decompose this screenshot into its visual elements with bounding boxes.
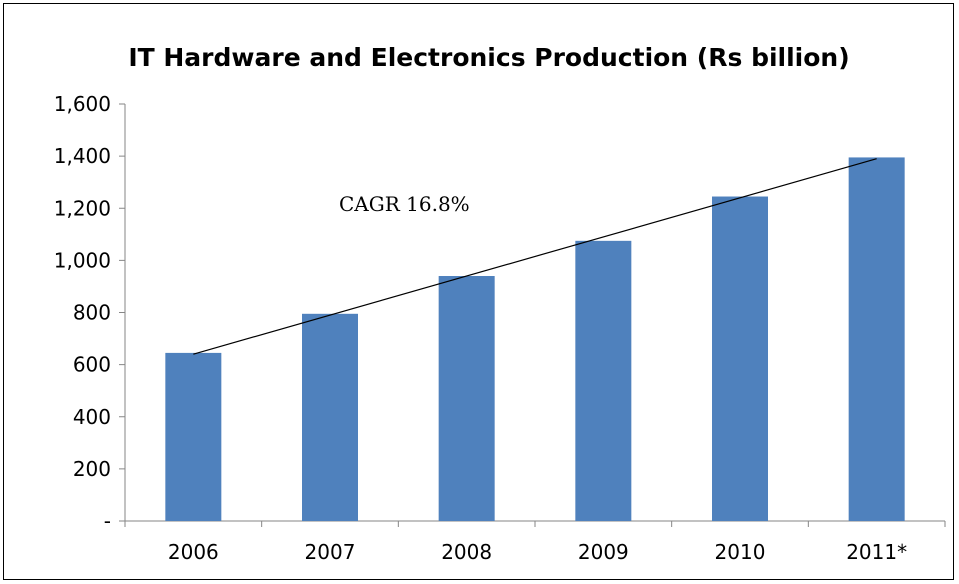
y-tick-label: 800 bbox=[73, 301, 111, 325]
bar bbox=[302, 313, 358, 521]
cagr-annotation: CAGR 16.8% bbox=[339, 192, 470, 216]
y-tick-label: - bbox=[104, 509, 111, 533]
x-tick-label: 2010 bbox=[715, 540, 766, 564]
y-tick-label: 1,200 bbox=[54, 196, 111, 220]
chart-title: IT Hardware and Electronics Production (… bbox=[128, 43, 849, 72]
x-tick-label: 2008 bbox=[441, 540, 492, 564]
chart-frame: IT Hardware and Electronics Production (… bbox=[3, 3, 954, 580]
x-tick-label: 2011* bbox=[846, 540, 907, 564]
x-tick-label: 2009 bbox=[578, 540, 629, 564]
trendline-group bbox=[193, 158, 877, 355]
y-tick-label: 1,600 bbox=[54, 92, 111, 116]
bar bbox=[712, 196, 768, 521]
y-tick-label: 1,000 bbox=[54, 248, 111, 272]
trendline bbox=[193, 158, 877, 355]
y-tick-label: 400 bbox=[73, 405, 111, 429]
bar-chart: IT Hardware and Electronics Production (… bbox=[54, 43, 946, 564]
y-axis: - 200 400 600 800 1,000 1,200 1,400 1,600 bbox=[54, 92, 126, 533]
x-axis: 2006 2007 2008 2009 2010 2011* bbox=[124, 520, 946, 564]
bar bbox=[848, 157, 905, 521]
bar bbox=[438, 276, 495, 521]
y-tick-label: 1,400 bbox=[54, 144, 111, 168]
bar bbox=[165, 352, 222, 521]
y-tick-label: 200 bbox=[73, 457, 111, 481]
x-tick-label: 2006 bbox=[168, 540, 219, 564]
y-tick-label: 600 bbox=[73, 353, 111, 377]
bar bbox=[575, 240, 632, 521]
x-tick-label: 2007 bbox=[305, 540, 356, 564]
bars bbox=[165, 157, 905, 521]
